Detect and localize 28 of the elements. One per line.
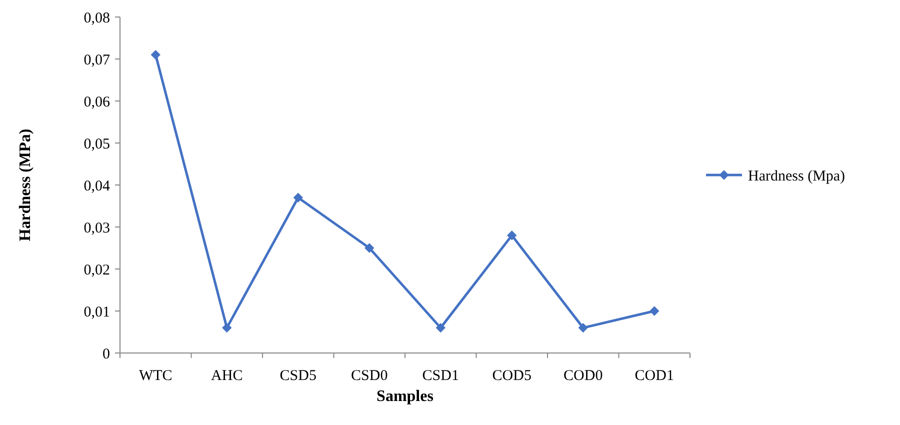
- x-tick-label: COD5: [492, 368, 532, 384]
- y-tick-label: 0,07: [84, 52, 110, 68]
- point: [222, 322, 232, 333]
- y-tick-label: 0,08: [84, 10, 110, 26]
- y-tick-label: 0,02: [84, 262, 110, 278]
- x-tick-label: CSD0: [351, 368, 388, 384]
- point: [578, 322, 588, 333]
- y-tick-label: 0,03: [84, 220, 110, 236]
- point: [507, 230, 517, 240]
- x-tick-label: COD1: [634, 368, 674, 384]
- y-axis-title: Hardness (MPa): [17, 128, 34, 242]
- y-tick-label: 0,04: [84, 178, 110, 194]
- legend-label: Hardness (Mpa): [748, 168, 846, 184]
- x-axis-title: Samples: [376, 388, 434, 405]
- x-tick-label: COD0: [564, 368, 603, 384]
- y-tick-label: 0,01: [84, 304, 110, 320]
- point: [436, 322, 446, 333]
- y-tick-label: 0: [102, 346, 110, 362]
- point: [364, 243, 374, 253]
- x-tick-label: CSD5: [280, 368, 316, 384]
- point: [293, 192, 303, 202]
- point: [650, 306, 660, 316]
- y-tick-label: 0,06: [84, 94, 110, 110]
- x-tick-label: CSD1: [422, 368, 459, 384]
- y-tick-label: 0,05: [84, 136, 110, 152]
- x-tick-label: WTC: [138, 368, 172, 384]
- x-tick-label: AHC: [211, 368, 243, 384]
- point: [150, 50, 160, 60]
